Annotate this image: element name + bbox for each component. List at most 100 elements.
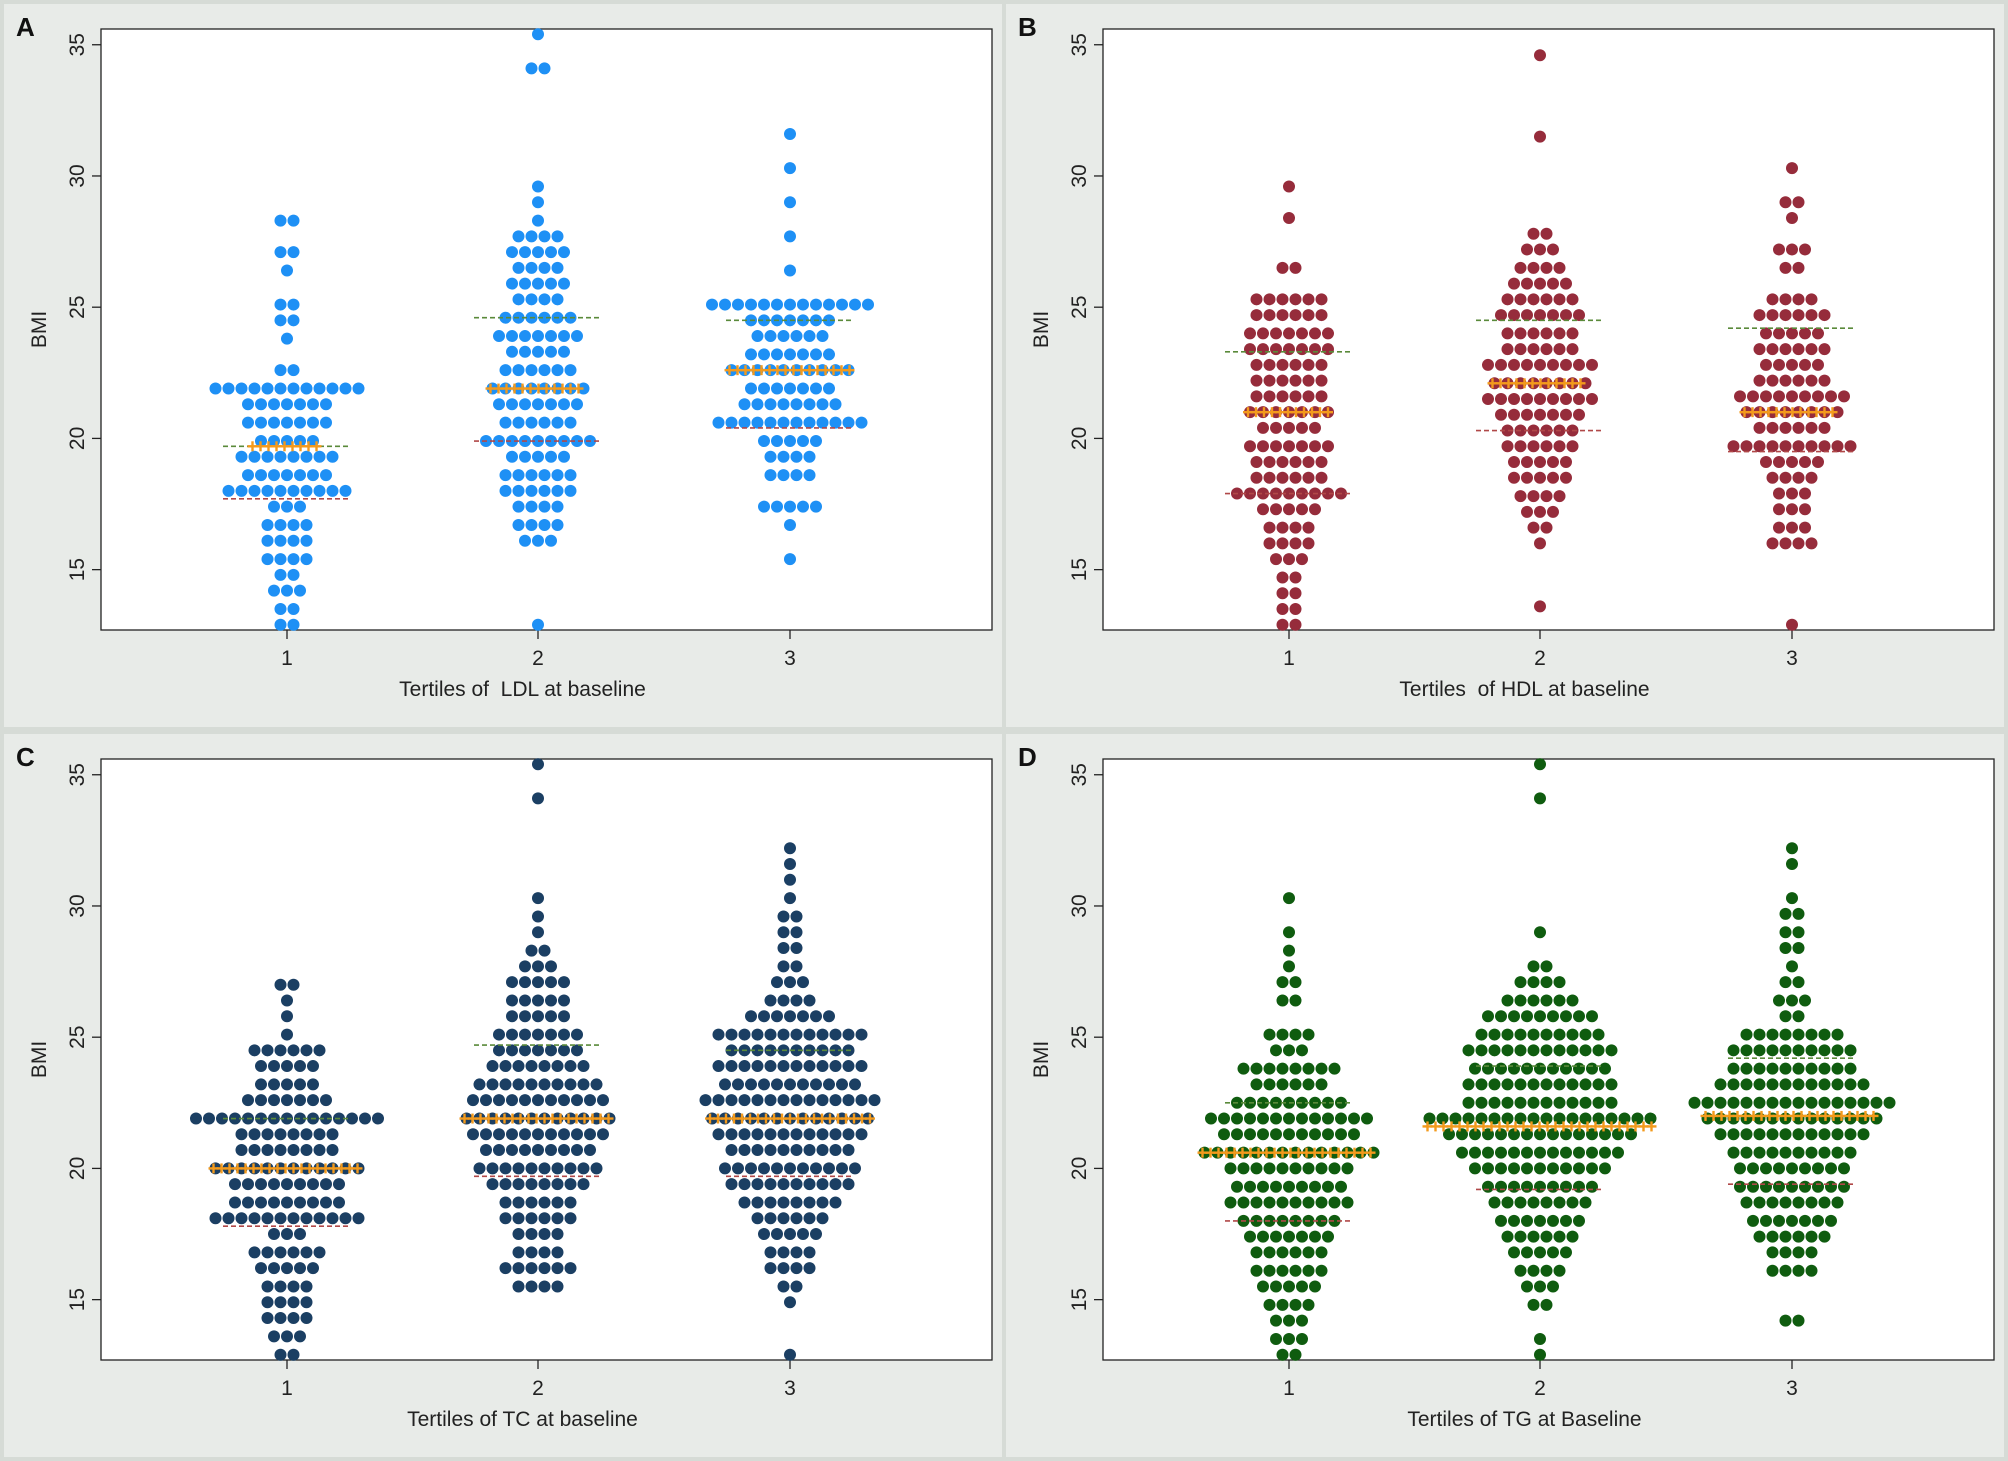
data-point	[1766, 1230, 1779, 1243]
data-point	[732, 1078, 744, 1091]
data-point	[1322, 440, 1334, 453]
data-point	[1786, 842, 1798, 855]
data-point	[1760, 390, 1772, 403]
data-point	[1786, 618, 1798, 631]
data-point	[274, 553, 287, 566]
data-point	[1857, 1078, 1870, 1091]
data-point	[1534, 393, 1546, 406]
data-point	[525, 230, 538, 243]
data-point	[1547, 1246, 1559, 1259]
data-point	[1566, 1078, 1579, 1091]
data-point	[326, 450, 339, 463]
data-point	[1786, 243, 1798, 256]
data-point	[1753, 1112, 1766, 1125]
data-point	[538, 944, 551, 957]
panel-letter: B	[1018, 12, 1037, 42]
data-point	[1527, 1096, 1540, 1109]
data-point	[1792, 374, 1805, 387]
data-point	[512, 1228, 525, 1241]
x-axis-title: Tertiles of LDL at baseline	[399, 678, 646, 701]
data-point	[320, 1112, 332, 1125]
data-point	[274, 1348, 287, 1361]
data-point	[1553, 490, 1566, 503]
data-point	[738, 398, 751, 411]
data-point	[1831, 1128, 1844, 1141]
y-tick-label: 30	[66, 164, 89, 187]
data-point	[1566, 293, 1579, 306]
data-point	[1779, 941, 1792, 954]
data-point	[545, 398, 557, 411]
data-point	[1779, 1230, 1792, 1243]
data-point	[1328, 1196, 1341, 1209]
data-point	[294, 500, 306, 513]
data-point	[777, 1212, 790, 1225]
data-point	[551, 1280, 564, 1293]
data-point	[1514, 343, 1527, 356]
data-point	[777, 1094, 790, 1107]
data-point	[1482, 1062, 1494, 1075]
data-point	[777, 926, 790, 939]
data-point	[1592, 1096, 1605, 1109]
data-point	[1766, 1196, 1779, 1209]
data-point	[758, 435, 770, 448]
data-point	[1315, 309, 1328, 322]
data-point	[287, 1296, 300, 1309]
data-point	[1283, 1314, 1295, 1327]
data-point	[532, 1128, 544, 1141]
data-point	[1553, 1096, 1566, 1109]
data-point	[790, 1144, 803, 1157]
data-point	[1779, 293, 1792, 306]
data-point	[525, 1262, 538, 1275]
data-point	[1257, 421, 1269, 434]
data-point	[525, 1162, 538, 1175]
data-point	[1599, 1062, 1611, 1075]
data-point	[1534, 277, 1546, 290]
data-point	[274, 1212, 287, 1225]
data-point	[1753, 1028, 1766, 1041]
data-point	[320, 1178, 332, 1191]
data-point	[816, 1060, 829, 1073]
data-point	[1792, 196, 1805, 209]
data-point	[1592, 1078, 1605, 1091]
data-point	[1547, 1146, 1559, 1159]
data-point	[294, 1196, 306, 1209]
data-point	[712, 1028, 725, 1041]
data-point	[1766, 440, 1779, 453]
data-point	[538, 1246, 551, 1259]
data-point	[1766, 421, 1779, 434]
data-point	[255, 1060, 267, 1073]
data-point	[1792, 309, 1805, 322]
data-point	[281, 1094, 293, 1107]
data-point	[1566, 343, 1579, 356]
data-point	[499, 1078, 512, 1091]
data-point	[519, 398, 531, 411]
data-point	[1799, 1214, 1811, 1227]
data-point	[1547, 408, 1559, 421]
data-point	[274, 1246, 287, 1259]
data-point	[1527, 293, 1540, 306]
data-point	[784, 298, 796, 311]
data-point	[764, 1246, 777, 1259]
data-point	[751, 398, 764, 411]
data-point	[1540, 1230, 1553, 1243]
data-point	[1276, 521, 1289, 534]
data-point	[771, 1078, 783, 1091]
data-point	[1276, 1246, 1289, 1259]
data-point	[538, 416, 551, 429]
data-point	[1566, 1096, 1579, 1109]
data-point	[1747, 1214, 1759, 1227]
data-point	[1560, 471, 1572, 484]
data-point	[1521, 1162, 1533, 1175]
data-point	[1553, 343, 1566, 356]
data-point	[486, 1162, 499, 1175]
data-point	[1514, 1196, 1527, 1209]
data-point	[261, 1296, 274, 1309]
data-point	[1514, 1096, 1527, 1109]
data-point	[248, 1044, 261, 1057]
data-point	[1508, 471, 1520, 484]
data-point	[1270, 421, 1282, 434]
data-point	[538, 1162, 551, 1175]
data-point	[1599, 1162, 1611, 1175]
data-point	[1289, 1196, 1302, 1209]
data-point	[287, 603, 300, 616]
